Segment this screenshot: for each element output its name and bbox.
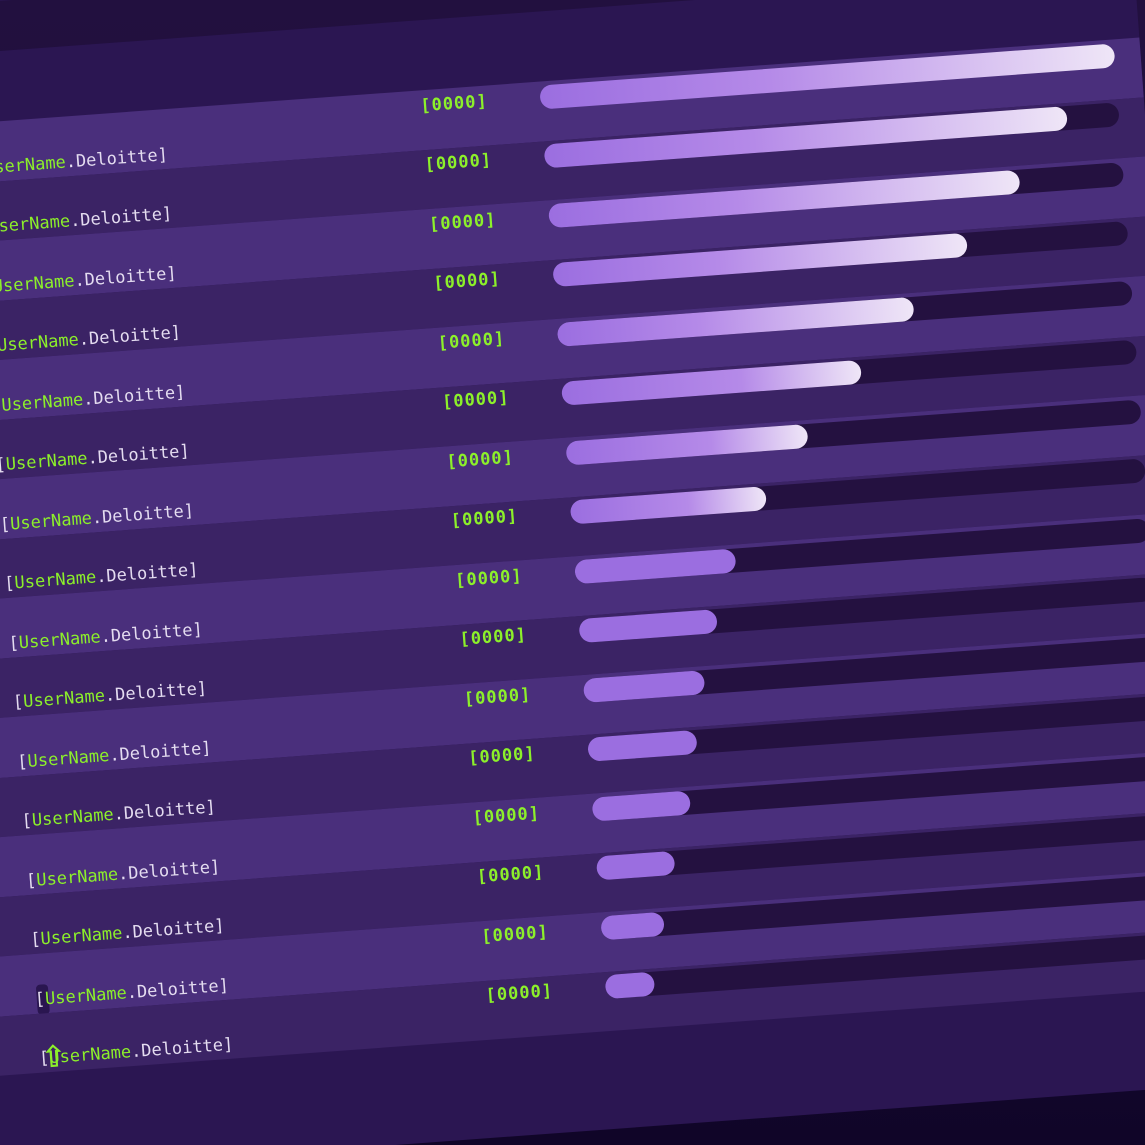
user-name-highlight: UserName — [26, 745, 111, 772]
progress-fill — [600, 911, 666, 941]
user-name-org: .Deloitte] — [82, 382, 186, 410]
user-name-highlight: UserName — [9, 508, 93, 535]
user-name-highlight: UserName — [0, 389, 84, 416]
progress-fill — [591, 790, 691, 822]
progress-fill — [587, 730, 699, 763]
user-name-highlight: UserName — [0, 330, 80, 357]
score-value: [0000] — [428, 209, 498, 235]
progress-fill — [595, 851, 676, 881]
score-value: [0000] — [445, 447, 515, 473]
user-name-org: .Deloitte] — [73, 263, 178, 291]
score-value: [0000] — [432, 269, 502, 295]
user-name-org: .Deloitte] — [95, 560, 200, 588]
user-name-org: .Deloitte] — [121, 916, 226, 944]
score-value: [0000] — [467, 743, 537, 769]
progress-fill — [582, 669, 706, 703]
user-name-highlight: UserName — [0, 211, 71, 238]
progress-fill — [574, 548, 737, 585]
user-name-org: .Deloitte] — [91, 500, 195, 529]
score-value: [0000] — [450, 506, 519, 532]
score-value: [0000] — [437, 328, 506, 354]
user-name-org: .Deloitte] — [65, 144, 169, 173]
score-value: [0000] — [441, 387, 511, 413]
user-name-highlight: UserName — [35, 864, 119, 891]
score-value: [0000] — [458, 625, 528, 651]
user-name-label: [UserName.Deloitte] — [38, 1035, 233, 1069]
score-value: [0000] — [480, 921, 550, 947]
user-name-highlight: UserName — [0, 152, 67, 179]
user-name-highlight: UserName — [5, 448, 89, 475]
user-name-org: .Deloitte] — [126, 975, 230, 1003]
user-name-highlight: UserName — [13, 567, 97, 594]
score-value: [0000] — [454, 565, 524, 591]
user-name-highlight: UserName — [31, 805, 115, 831]
score-value: [0000] — [463, 684, 532, 710]
user-name-highlight: UserName — [39, 923, 124, 950]
user-name-org: .Deloitte] — [117, 856, 221, 885]
user-name-org: .Deloitte] — [99, 619, 204, 647]
leaderboard-rows: [UserName.Deloitte][0000][UserName.Deloi… — [0, 37, 1145, 1080]
score-value: [0000] — [476, 862, 546, 888]
user-name-highlight: UserName — [44, 983, 128, 1009]
user-name-org: .Deloitte] — [78, 322, 182, 351]
user-name-highlight: UserName — [18, 627, 102, 653]
score-value: [0000] — [485, 981, 554, 1007]
progress-fill — [604, 971, 656, 1000]
user-name-org: .Deloitte] — [112, 797, 217, 825]
progress-fill — [578, 609, 719, 644]
user-name-org: .Deloitte] — [104, 678, 208, 707]
score-value: [0000] — [471, 803, 541, 829]
score-value: [0000] — [419, 91, 489, 117]
score-value: [0000] — [424, 150, 493, 176]
user-name-org: .Deloitte] — [130, 1034, 234, 1063]
user-name-highlight: UserName — [22, 686, 106, 713]
user-name-org: .Deloitte] — [69, 204, 173, 232]
user-name-highlight: UserName — [0, 270, 76, 297]
user-name-org: .Deloitte] — [108, 738, 213, 766]
user-name-org: .Deloitte] — [86, 441, 191, 469]
